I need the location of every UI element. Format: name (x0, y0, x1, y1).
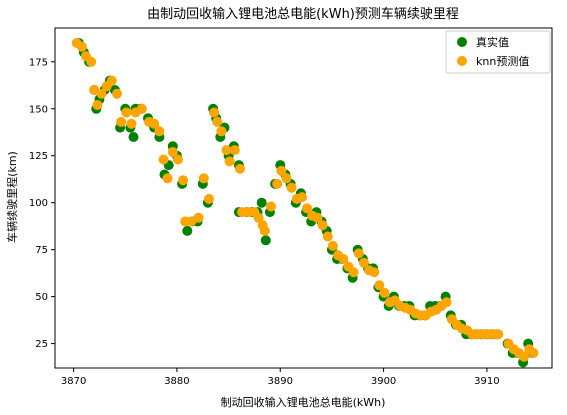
knn-predicted-point (154, 126, 165, 137)
knn-predicted-point (528, 348, 539, 358)
legend-label-actual: 真实值 (476, 35, 509, 49)
x-tick-label: 3900 (371, 376, 396, 387)
x-tick-label: 3870 (61, 376, 86, 387)
knn-predicted-point (112, 88, 122, 99)
tick-layer: 3870 3880 3890 3900 3910 25 50 75 100 125 150 175 (29, 57, 500, 387)
knn-predicted-point (259, 225, 270, 236)
knn-predicted-point (493, 329, 504, 340)
knn-predicted-point (198, 173, 209, 184)
y-tick-label: 75 (35, 245, 48, 256)
legend: 真实值 knn预测值 (445, 30, 551, 74)
y-tick-label: 50 (35, 292, 48, 303)
legend-box (445, 30, 551, 74)
knn-predicted-point (253, 212, 264, 223)
legend-marker-actual (457, 37, 467, 47)
knn-predicted-point (374, 280, 385, 291)
x-tick-label: 3890 (268, 376, 293, 387)
knn-predicted-point (348, 267, 359, 278)
knn-predicted-point (116, 116, 127, 127)
knn-predicted-point (162, 173, 173, 184)
knn-predicted-point (302, 203, 313, 214)
knn-predicted-point (212, 116, 223, 127)
y-tick-label: 175 (29, 57, 48, 68)
knn-predicted-point (204, 193, 214, 204)
knn-predicted-point (235, 163, 245, 174)
knn-predicted-point (441, 297, 452, 308)
knn-predicted-point (317, 220, 328, 231)
knn-predicted-point (149, 118, 160, 129)
knn-predicted-point (178, 175, 189, 186)
legend-marker-knn (457, 56, 467, 66)
knn-predicted-point (96, 88, 107, 99)
knn-predicted-point (76, 41, 87, 52)
actual-point (256, 197, 267, 208)
knn-predicted-point (358, 257, 369, 268)
knn-predicted-point (224, 156, 235, 167)
knn-predicted-point (121, 107, 132, 118)
legend-label-knn: knn预测值 (476, 55, 529, 68)
y-tick-label: 125 (29, 151, 48, 162)
actual-point (182, 225, 193, 236)
knn-predicted-point (136, 103, 147, 114)
knn-predicted-point (221, 145, 232, 156)
knn-predicted-point (158, 154, 169, 165)
knn-predicted-point (266, 201, 276, 212)
knn-predicted-point (106, 75, 117, 86)
knn-predicted-point (327, 240, 338, 251)
knn-predicted-point (338, 254, 349, 264)
knn-predicted-point (126, 118, 137, 129)
y-tick-label: 150 (29, 104, 48, 115)
knn-predicted-point (86, 56, 97, 67)
knn-predicted-point (92, 100, 103, 110)
knn-predicted-point (229, 145, 240, 156)
knn-predicted-point (286, 182, 297, 193)
y-tick-label: 100 (29, 198, 48, 209)
knn-predicted-point (193, 212, 204, 223)
y-tick-label: 25 (35, 339, 48, 350)
knn-predicted-point (353, 248, 364, 259)
y-axis-label: 车辆续驶里程(km) (5, 151, 19, 243)
x-tick-label: 3880 (164, 376, 189, 387)
plot-frame (54, 27, 553, 369)
knn-predicted-point (312, 212, 323, 223)
knn-predicted-point (276, 165, 287, 176)
chart-title: 由制动回收输入锂电池总电能(kWh)预测车辆续驶里程 (147, 6, 459, 22)
knn-predicted-point (297, 192, 307, 203)
data-points (71, 38, 539, 368)
actual-point (260, 235, 271, 246)
knn-predicted-point (369, 267, 380, 278)
knn-predicted-point (167, 147, 178, 157)
actual-point (128, 132, 139, 142)
knn-predicted-point (379, 287, 390, 298)
knn-predicted-point (216, 126, 227, 137)
knn-predicted-point (281, 173, 292, 184)
knn-predicted-point (173, 154, 183, 165)
knn-predicted-point (322, 231, 333, 242)
knn-predicted-point (519, 351, 530, 362)
x-axis-label: 制动回收输入锂电池总电能(kWh) (221, 395, 386, 409)
knn-predicted-point (209, 107, 220, 118)
x-tick-label: 3910 (474, 376, 499, 387)
knn-predicted-point (272, 178, 283, 189)
